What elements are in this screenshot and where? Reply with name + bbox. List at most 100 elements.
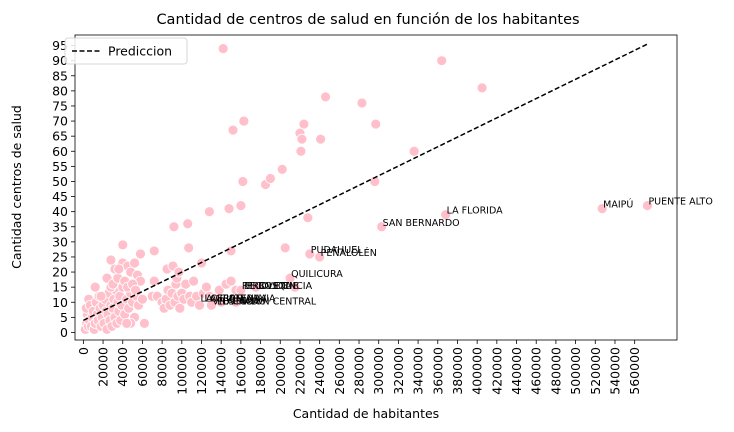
points-layer [79,43,653,335]
data-point [235,284,247,296]
point-annotation: EL BOSQUE [244,281,299,292]
y-tick-label: 70 [52,114,68,129]
x-tick-label: 520000 [588,347,603,395]
x-tick-label: 420000 [489,347,504,395]
x-tick-label: 380000 [450,347,465,395]
y-tick-label: 80 [52,83,68,98]
data-point [188,275,200,287]
data-point [174,302,186,314]
point-annotation: PUENTE ALTO [648,197,712,208]
data-point [238,115,250,127]
data-point [235,200,247,212]
data-point [314,251,326,263]
data-point [440,209,452,221]
data-point [105,254,117,266]
y-tick-label: 50 [52,174,68,189]
data-point [227,124,239,136]
data-point [230,296,242,308]
y-tick-label: 65 [52,129,68,144]
data-point [95,290,107,302]
x-tick-label: 200000 [273,347,288,395]
data-point [182,218,194,230]
data-point [642,200,653,212]
legend-box [64,37,188,65]
y-tick-label: 25 [52,249,68,264]
data-point [320,91,331,103]
chart-title: Cantidad de centros de salud en función … [156,12,579,28]
legend-label: Prediccion [108,44,172,59]
x-tick-label: 220000 [292,347,307,395]
x-tick-label: 300000 [371,347,386,395]
x-tick-label: 480000 [548,347,563,395]
y-tick-label: 15 [52,280,68,295]
data-point [121,317,133,329]
point-annotation: CERRO NAVIA [210,293,276,304]
x-tick-label: 160000 [233,347,248,395]
point-annotation: PEÑALOLÉN [321,247,377,259]
data-point [356,97,368,109]
x-tick-label: 440000 [509,347,524,395]
data-point [298,118,310,130]
point-annotation: RECOLETA [242,281,292,292]
y-tick-label: 10 [52,295,68,310]
x-tick-label: 20000 [96,347,111,387]
legend: Prediccion [64,37,188,65]
data-point [217,43,229,54]
data-point [130,284,141,296]
data-point [183,242,195,254]
data-point [203,206,215,218]
y-tick-label: 20 [52,265,68,280]
data-point [296,133,308,145]
data-point [173,266,185,278]
prediction-line-layer [83,43,648,322]
data-point [276,163,288,175]
data-point [284,272,296,284]
data-point [476,82,488,94]
x-tick-label: 60000 [135,347,150,387]
point-annotation: PUDAHUEL [311,245,363,256]
point-annotation: LA GRANJA [201,293,253,304]
data-point [135,248,146,260]
x-tick-label: 280000 [352,347,367,395]
x-axis-ticks: 0 20000 40000 60000 80000 100000 120000 140000 1… [76,340,642,395]
point-annotation: LA CISTERNA [204,293,267,304]
x-tick-label: 320000 [391,347,406,395]
y-tick-label: 35 [52,219,68,234]
x-tick-label: 120000 [194,347,209,395]
data-point [113,263,125,275]
x-tick-label: 400000 [470,347,485,395]
point-annotation: VITACURA [212,296,260,307]
data-point [137,293,148,305]
y-tick-label: 55 [52,159,68,174]
x-tick-label: 140000 [214,347,229,395]
data-point [194,299,205,311]
y-tick-label: 30 [52,234,68,249]
data-point [596,203,608,215]
x-tick-label: 240000 [312,347,327,395]
data-point [295,145,307,157]
data-point [168,221,180,233]
x-tick-label: 100000 [174,347,189,395]
data-point [265,173,276,184]
data-point [302,212,314,224]
data-point [279,242,291,254]
data-point [205,299,217,311]
x-tick-label: 540000 [607,347,622,395]
y-tick-label: 45 [52,189,68,204]
y-tick-label: 0 [60,325,68,340]
x-tick-label: 40000 [115,347,130,387]
x-tick-label: 560000 [627,347,642,395]
data-point [89,281,101,293]
data-point [370,118,382,130]
x-tick-label: 340000 [411,347,426,395]
data-point [408,145,420,157]
point-annotation: PROVIDENCIA [247,281,313,292]
x-tick-label: 0 [76,347,91,355]
data-point [117,239,129,251]
y-tick-label: 95 [52,38,68,53]
data-point [315,133,327,145]
x-tick-label: 360000 [430,347,445,395]
data-point [148,245,160,257]
